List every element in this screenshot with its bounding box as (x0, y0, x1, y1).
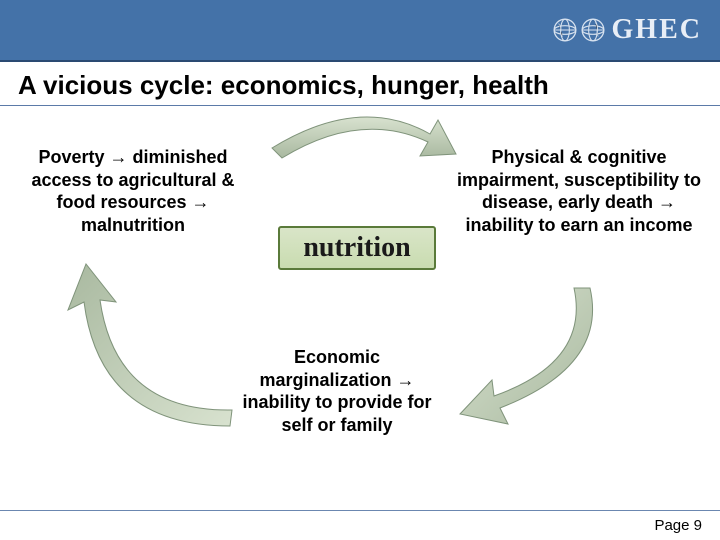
center-node-nutrition: nutrition (278, 226, 436, 270)
slide-header: GHEC (0, 0, 720, 62)
globe-icon (552, 17, 578, 43)
cycle-arrow-top (260, 100, 460, 170)
cycle-arrow-left (60, 256, 250, 446)
cycle-node-right: Physical & cognitive impairment, suscept… (454, 146, 704, 236)
cycle-diagram: nutrition Poverty → diminished access to… (0, 106, 720, 526)
cycle-node-left: Poverty → diminished access to agricultu… (18, 146, 248, 236)
cycle-arrow-right (440, 276, 610, 436)
globe-icon (580, 17, 606, 43)
logo-text: GHEC (612, 14, 702, 46)
cycle-node-bottom: Economic marginalization → inability to … (232, 346, 442, 436)
ghec-logo: GHEC (552, 14, 702, 46)
page-number: Page 9 (654, 517, 702, 534)
slide-footer: Page 9 (0, 510, 720, 540)
page-title: A vicious cycle: economics, hunger, heal… (18, 70, 702, 101)
